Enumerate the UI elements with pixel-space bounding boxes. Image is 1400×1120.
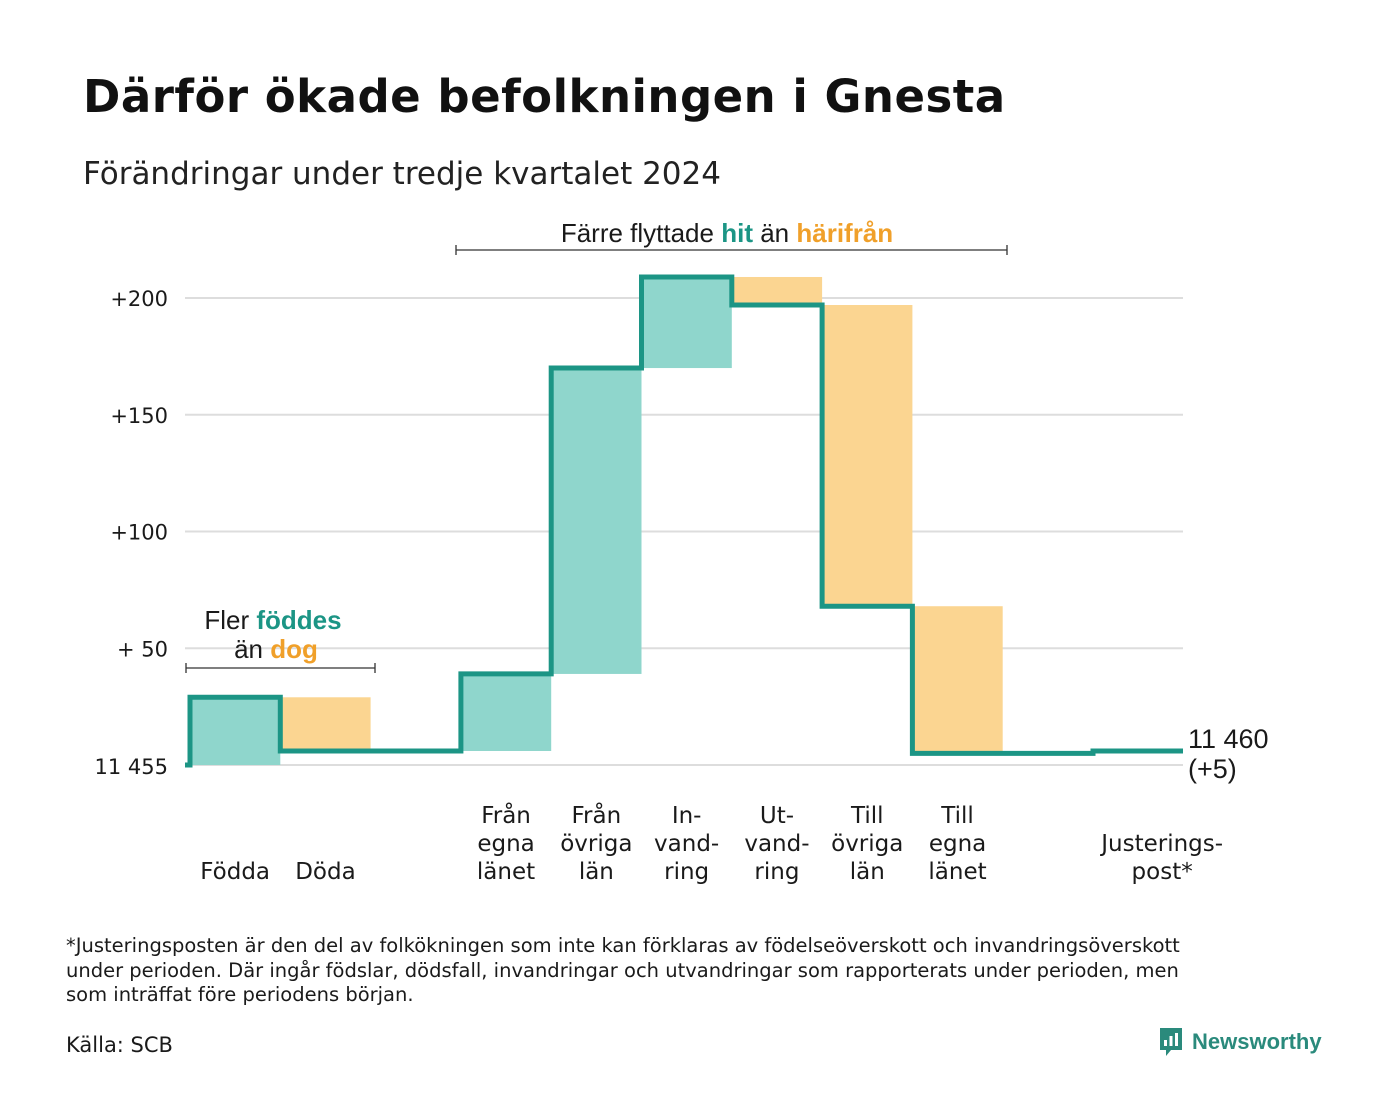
annotation-bracket — [455, 245, 1008, 255]
x-axis-label: Till — [850, 803, 884, 829]
brand-logo: Newsworthy — [1158, 1026, 1322, 1058]
annotation-part: föddes — [256, 605, 341, 635]
bar-invandring — [641, 276, 732, 369]
footnote-line-2: under perioden. Där ingår födslar, dödsf… — [66, 958, 1179, 982]
y-tick-label: + 50 — [117, 637, 168, 661]
bar-döda — [280, 697, 371, 751]
footnote: *Justeringsposten är den del av folkökni… — [66, 934, 1346, 1008]
chart-subtitle: Förändringar under tredje kvartalet 2024 — [83, 156, 721, 192]
cumulative-line — [185, 274, 1183, 768]
bar-tillövrigalän — [822, 305, 913, 607]
source-label: Källa: SCB — [66, 1033, 173, 1057]
x-axis-label: länet — [928, 859, 986, 885]
annotation-part: Färre flyttade — [561, 218, 721, 248]
bar-frånegnalänet — [460, 673, 552, 751]
x-axis-label: vand- — [744, 831, 809, 857]
x-axis-label: ring — [664, 859, 709, 885]
annotation-part: än — [753, 218, 796, 248]
annotation-part: än — [234, 634, 270, 664]
x-axis-label: egna — [477, 831, 534, 857]
annotation-part: Fler — [204, 605, 256, 635]
x-axis-label: Till — [940, 803, 974, 829]
end-value-label: (+5) — [1188, 754, 1237, 784]
bar-födda — [190, 697, 281, 765]
x-axis-label: län — [579, 859, 614, 885]
x-axis-label: länet — [477, 859, 535, 885]
x-axis-label: vand- — [654, 831, 719, 857]
annotation-births-line2: än dog — [234, 634, 318, 664]
brand-name: Newsworthy — [1192, 1029, 1322, 1054]
x-axis-label: Från — [481, 801, 531, 829]
bars-group — [190, 276, 1003, 765]
annotation-bracket — [185, 663, 376, 673]
x-axis-label: Justerings- — [1099, 831, 1223, 857]
newsworthy-logo-icon — [1160, 1028, 1182, 1056]
x-axis-label: övriga — [560, 831, 632, 857]
annotation-births: Fler föddes — [204, 605, 341, 635]
x-axis-label: egna — [929, 831, 986, 857]
bar-frånövrigalän — [551, 368, 642, 674]
x-axis-label: Ut- — [760, 803, 794, 829]
x-axis-label: post* — [1132, 859, 1193, 885]
x-axis-label: län — [850, 859, 885, 885]
bar-utvandring — [731, 276, 823, 306]
y-tick-label: +200 — [110, 287, 168, 311]
annotation-migration: Färre flyttade hit än härifrån — [561, 218, 893, 248]
annotation-part: härifrån — [796, 218, 893, 248]
end-value-label: 11 460 — [1188, 724, 1269, 754]
bar-tillegnalänet — [912, 606, 1003, 754]
y-tick-label: +150 — [110, 404, 168, 428]
annotation-part: hit — [721, 218, 753, 248]
annotation-part: dog — [270, 634, 318, 664]
chart-title: Därför ökade befolkningen i Gnesta — [83, 70, 1006, 123]
y-tick-label: +100 — [110, 521, 168, 545]
x-axis-label: Från — [572, 801, 622, 829]
footnote-line-1: *Justeringsposten är den del av folkökni… — [66, 934, 1180, 957]
x-axis-label: In- — [672, 803, 702, 829]
baseline-label: 11 455 — [95, 755, 168, 779]
footnote-line-3: som inträffat före periodens början. — [66, 983, 414, 1006]
x-axis-label: Döda — [295, 859, 355, 885]
x-axis-label: ring — [754, 859, 799, 885]
x-axis-label: övriga — [831, 831, 903, 857]
x-axis-label: Födda — [200, 859, 270, 885]
